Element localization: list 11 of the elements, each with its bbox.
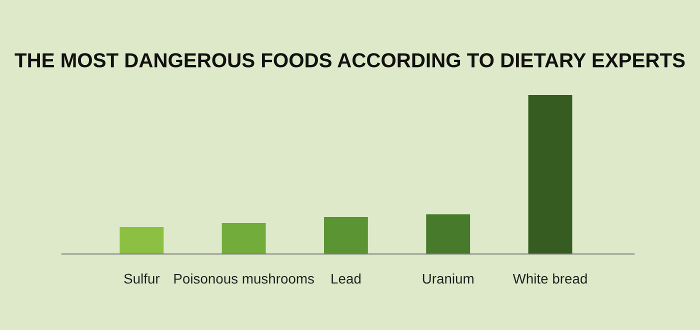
x-tick-label: Sulfur: [124, 273, 160, 284]
bar: [426, 214, 470, 254]
x-tick-label: Uranium: [422, 273, 474, 284]
x-tick-label: Poisonous mushrooms: [174, 273, 314, 284]
bar: [324, 216, 368, 254]
bar: [222, 222, 266, 254]
x-tick-label: White bread: [512, 273, 587, 284]
bar: [120, 226, 164, 254]
chart-title: THE MOST DANGEROUS FOODS ACCORDING TO DIETARY EXPERTS: [14, 53, 685, 68]
bar: [528, 94, 572, 254]
x-tick-label: Lead: [332, 273, 361, 284]
